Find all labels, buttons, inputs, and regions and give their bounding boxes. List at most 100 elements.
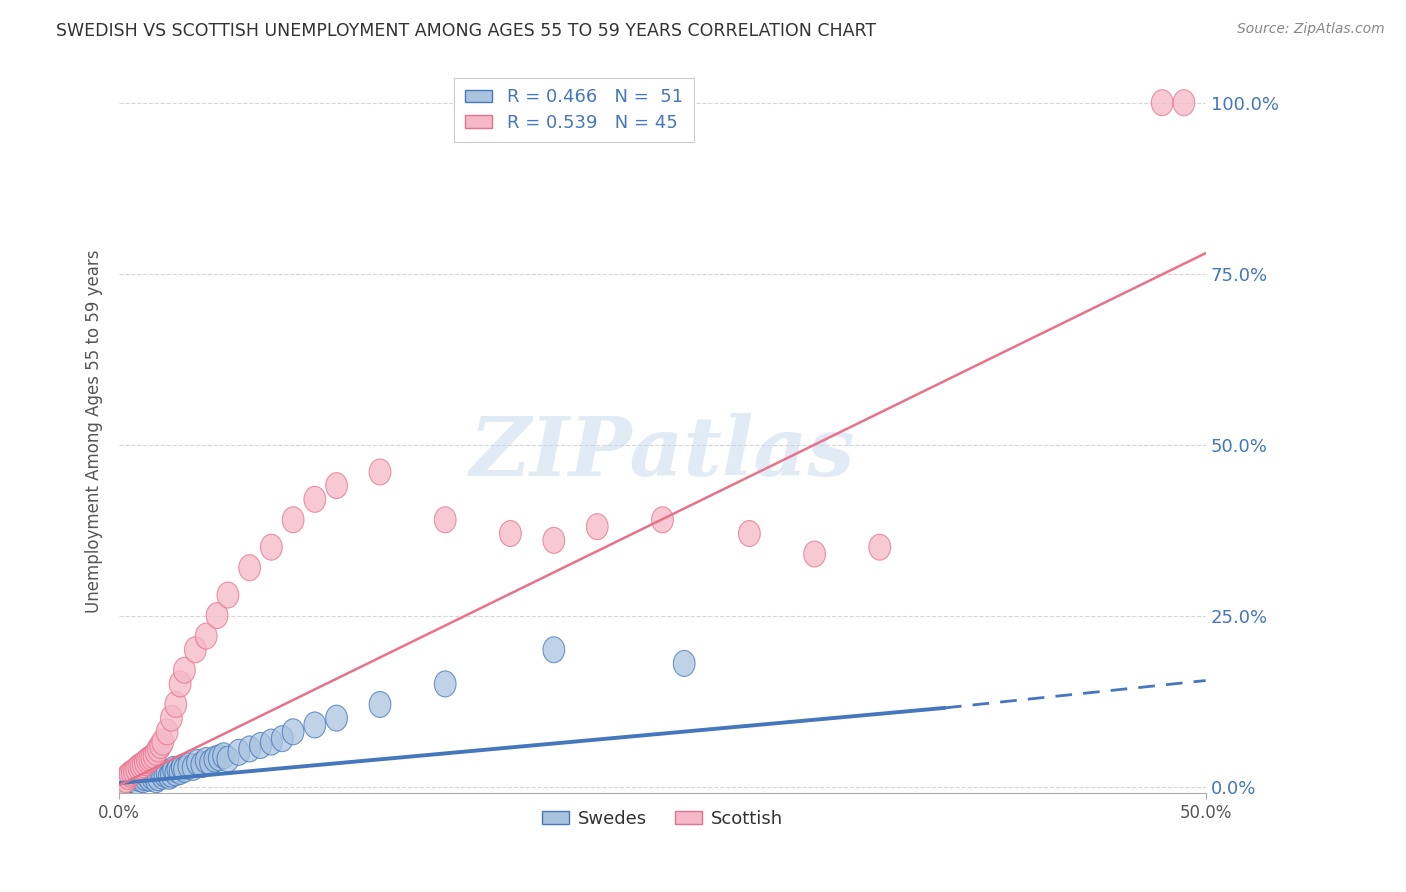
Ellipse shape	[283, 507, 304, 533]
Ellipse shape	[260, 729, 283, 755]
Ellipse shape	[152, 764, 173, 789]
Ellipse shape	[141, 745, 163, 771]
Ellipse shape	[187, 749, 208, 775]
Ellipse shape	[165, 691, 187, 717]
Ellipse shape	[128, 755, 149, 780]
Ellipse shape	[139, 747, 160, 772]
Ellipse shape	[121, 760, 143, 786]
Ellipse shape	[117, 764, 139, 789]
Ellipse shape	[131, 764, 152, 789]
Y-axis label: Unemployment Among Ages 55 to 59 years: Unemployment Among Ages 55 to 59 years	[86, 249, 103, 613]
Ellipse shape	[217, 582, 239, 608]
Ellipse shape	[304, 486, 326, 512]
Ellipse shape	[139, 765, 160, 791]
Ellipse shape	[149, 732, 172, 758]
Ellipse shape	[112, 768, 135, 794]
Ellipse shape	[200, 749, 221, 775]
Ellipse shape	[111, 770, 132, 796]
Ellipse shape	[141, 764, 163, 789]
Legend: Swedes, Scottish: Swedes, Scottish	[534, 803, 790, 835]
Ellipse shape	[326, 706, 347, 731]
Text: Source: ZipAtlas.com: Source: ZipAtlas.com	[1237, 22, 1385, 37]
Ellipse shape	[145, 767, 167, 793]
Ellipse shape	[115, 768, 136, 794]
Ellipse shape	[131, 753, 152, 779]
Ellipse shape	[283, 719, 304, 745]
Ellipse shape	[128, 765, 149, 791]
Ellipse shape	[326, 473, 347, 499]
Ellipse shape	[125, 768, 148, 794]
Ellipse shape	[195, 624, 217, 649]
Ellipse shape	[148, 764, 169, 790]
Ellipse shape	[160, 761, 183, 788]
Ellipse shape	[250, 732, 271, 758]
Ellipse shape	[499, 521, 522, 547]
Ellipse shape	[136, 763, 159, 789]
Ellipse shape	[156, 719, 179, 745]
Ellipse shape	[115, 767, 136, 793]
Ellipse shape	[112, 770, 135, 796]
Ellipse shape	[543, 637, 565, 663]
Ellipse shape	[173, 756, 195, 782]
Ellipse shape	[143, 743, 165, 769]
Ellipse shape	[152, 729, 173, 755]
Ellipse shape	[159, 764, 180, 789]
Ellipse shape	[271, 726, 292, 752]
Ellipse shape	[738, 521, 761, 547]
Ellipse shape	[239, 555, 260, 581]
Ellipse shape	[207, 603, 228, 629]
Ellipse shape	[184, 637, 207, 663]
Ellipse shape	[195, 747, 217, 773]
Ellipse shape	[165, 760, 187, 786]
Ellipse shape	[370, 691, 391, 717]
Ellipse shape	[132, 767, 155, 793]
Ellipse shape	[145, 739, 167, 765]
Ellipse shape	[304, 712, 326, 738]
Ellipse shape	[135, 749, 156, 775]
Ellipse shape	[434, 671, 456, 697]
Ellipse shape	[204, 747, 226, 772]
Ellipse shape	[260, 534, 283, 560]
Ellipse shape	[172, 755, 193, 780]
Ellipse shape	[869, 534, 890, 560]
Ellipse shape	[212, 743, 235, 769]
Ellipse shape	[120, 765, 141, 791]
Ellipse shape	[651, 507, 673, 533]
Ellipse shape	[217, 747, 239, 772]
Ellipse shape	[169, 758, 191, 784]
Ellipse shape	[1173, 90, 1195, 116]
Ellipse shape	[120, 761, 141, 788]
Ellipse shape	[117, 767, 139, 793]
Ellipse shape	[183, 755, 204, 780]
Ellipse shape	[167, 756, 188, 782]
Ellipse shape	[121, 764, 143, 789]
Ellipse shape	[191, 752, 212, 778]
Ellipse shape	[228, 739, 250, 765]
Ellipse shape	[239, 736, 260, 762]
Ellipse shape	[169, 671, 191, 697]
Ellipse shape	[132, 752, 155, 778]
Ellipse shape	[143, 761, 165, 788]
Ellipse shape	[370, 459, 391, 485]
Text: ZIPatlas: ZIPatlas	[470, 413, 855, 492]
Ellipse shape	[543, 527, 565, 553]
Ellipse shape	[163, 756, 184, 782]
Ellipse shape	[1152, 90, 1173, 116]
Ellipse shape	[124, 761, 145, 788]
Ellipse shape	[149, 760, 172, 786]
Ellipse shape	[135, 764, 156, 790]
Text: SWEDISH VS SCOTTISH UNEMPLOYMENT AMONG AGES 55 TO 59 YEARS CORRELATION CHART: SWEDISH VS SCOTTISH UNEMPLOYMENT AMONG A…	[56, 22, 876, 40]
Ellipse shape	[155, 761, 176, 788]
Ellipse shape	[586, 514, 609, 540]
Ellipse shape	[125, 756, 148, 782]
Ellipse shape	[673, 650, 695, 676]
Ellipse shape	[434, 507, 456, 533]
Ellipse shape	[804, 541, 825, 567]
Ellipse shape	[173, 657, 195, 683]
Ellipse shape	[179, 753, 200, 779]
Ellipse shape	[136, 747, 159, 773]
Ellipse shape	[148, 736, 169, 762]
Ellipse shape	[124, 758, 145, 784]
Ellipse shape	[208, 745, 231, 771]
Ellipse shape	[156, 760, 179, 786]
